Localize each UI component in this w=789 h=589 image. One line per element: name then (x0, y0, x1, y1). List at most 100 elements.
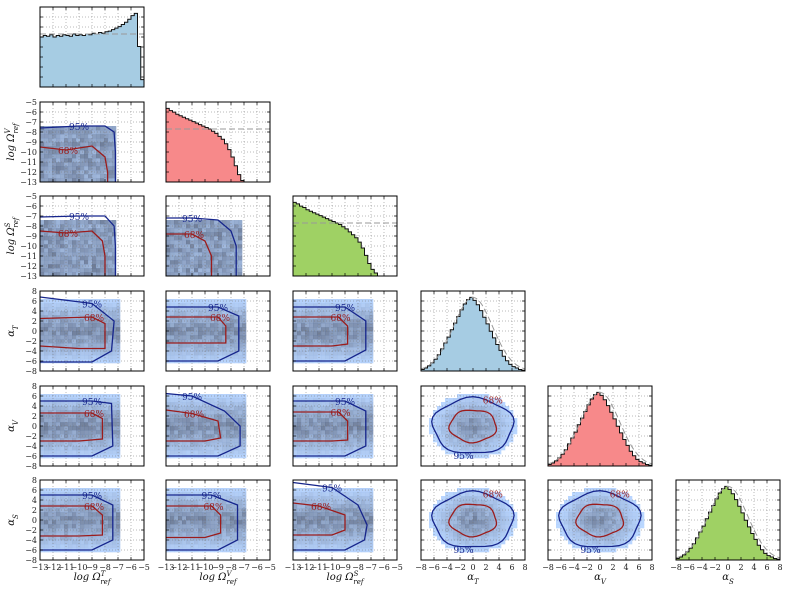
density-cell (333, 516, 338, 521)
density-cell (88, 528, 93, 533)
density-cell (198, 430, 203, 435)
density-cell (64, 170, 69, 175)
density-cell (166, 335, 171, 340)
density-cell (198, 394, 203, 399)
density-cell (88, 512, 93, 517)
density-cell (116, 311, 121, 316)
density-cell (234, 402, 239, 407)
density-cell (174, 524, 179, 529)
density-cell (68, 347, 73, 352)
density-cell (60, 162, 65, 167)
density-cell (166, 343, 171, 348)
density-cell (52, 166, 57, 171)
density-cell (206, 327, 211, 332)
density-cell (481, 398, 486, 403)
density-cell (349, 398, 354, 403)
density-cell (80, 142, 85, 147)
density-cell (305, 532, 310, 537)
density-cell (108, 532, 113, 537)
density-cell (349, 520, 354, 525)
density-cell (92, 138, 97, 143)
density-cell (210, 430, 215, 435)
histogram-bar (489, 331, 493, 371)
density-cell (501, 446, 506, 451)
density-cell (104, 406, 109, 411)
density-cell (365, 331, 370, 336)
density-cell (88, 170, 93, 175)
density-cell (313, 438, 318, 443)
density-cell (293, 303, 298, 308)
density-cell (60, 434, 65, 439)
density-cell (234, 359, 239, 364)
density-cell (206, 347, 211, 352)
density-cell (222, 496, 227, 501)
histogram-bar (293, 202, 297, 276)
density-cell (60, 536, 65, 541)
density-cell (60, 150, 65, 155)
density-cell (44, 524, 49, 529)
density-cell (60, 146, 65, 151)
density-cell (96, 434, 101, 439)
density-cell (48, 426, 53, 431)
density-cell (174, 268, 179, 273)
density-cell (234, 355, 239, 360)
density-cell (202, 331, 207, 336)
density-cell (60, 450, 65, 455)
density-cell (297, 496, 302, 501)
density-cell (96, 524, 101, 529)
density-cell (64, 256, 69, 261)
density-cell (40, 307, 45, 312)
density-cell (202, 450, 207, 455)
density-cell (230, 220, 235, 225)
density-cell (44, 240, 49, 245)
density-cell (230, 351, 235, 356)
density-cell (52, 347, 57, 352)
density-cell (56, 260, 61, 265)
density-cell (80, 398, 85, 403)
density-cell (112, 162, 117, 167)
density-cell (104, 418, 109, 423)
density-cell (457, 446, 462, 451)
density-cell (68, 252, 73, 257)
density-cell (96, 331, 101, 336)
density-cell (170, 303, 175, 308)
density-cell (361, 532, 366, 537)
density-cell (433, 410, 438, 415)
density-cell (198, 272, 203, 277)
density-cell (226, 220, 231, 225)
density-cell (365, 339, 370, 344)
density-cell (226, 496, 231, 501)
density-cell (309, 351, 314, 356)
density-cell (52, 260, 57, 265)
density-cell (309, 311, 314, 316)
density-cell (226, 359, 231, 364)
density-cell (369, 536, 374, 541)
density-cell (170, 236, 175, 241)
density-cell (64, 442, 69, 447)
density-cell (361, 402, 366, 407)
density-cell (166, 347, 171, 352)
density-cell (214, 335, 219, 340)
density-cell (100, 166, 105, 171)
density-cell (357, 496, 362, 501)
scatter-panel-4-3: 68%95% (420, 385, 526, 467)
density-cell (349, 303, 354, 308)
density-cell (293, 520, 298, 525)
density-cell (182, 540, 187, 545)
density-cell (108, 492, 113, 497)
density-cell (92, 504, 97, 509)
density-cell (313, 331, 318, 336)
density-cell (226, 303, 231, 308)
density-cell (210, 319, 215, 324)
density-cell (92, 307, 97, 312)
density-cell (222, 422, 227, 427)
density-cell (44, 134, 49, 139)
density-cell (52, 438, 57, 443)
density-cell (64, 327, 69, 332)
density-cell (329, 516, 334, 521)
density-cell (52, 170, 57, 175)
density-cell (80, 240, 85, 245)
density-cell (60, 158, 65, 163)
density-cell (190, 540, 195, 545)
density-cell (305, 438, 310, 443)
